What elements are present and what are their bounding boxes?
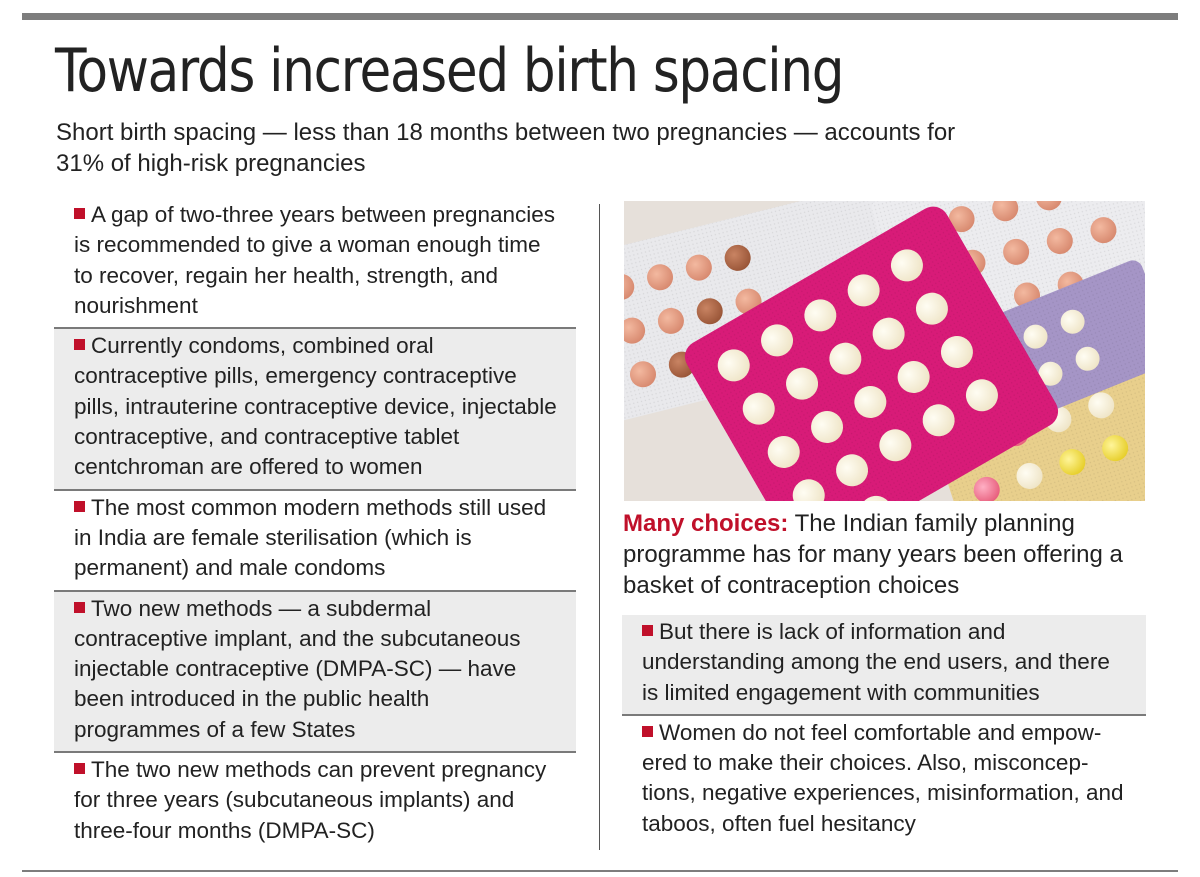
contraceptive-pills-photo <box>624 201 1145 501</box>
pill-packs-illustration <box>624 201 1145 501</box>
page-subtitle: Short birth spacing — less than 18 month… <box>56 119 956 177</box>
fact-block: Two new methods — a subdermal contracept… <box>54 591 576 754</box>
bullet-square-icon <box>74 601 85 613</box>
bullet-square-icon <box>74 500 85 512</box>
fact-block: The two new methods can prevent pregnanc… <box>54 753 576 852</box>
fact-text: The most common modern methods still use… <box>74 494 547 581</box>
fact-text: But there is lack of information and und… <box>642 619 1110 705</box>
page-title: Towards increased birth spacing <box>55 36 845 106</box>
column-divider <box>599 204 600 850</box>
fact-text: Currently condoms, combined oral contrac… <box>74 333 557 480</box>
fact-text: Women do not feel comfortable and empow-… <box>642 719 1124 836</box>
photo-caption: Many choices: The Indian family planning… <box>623 508 1148 601</box>
bullet-square-icon <box>74 763 85 775</box>
fact-text: A gap of two-three years between pregnan… <box>74 202 556 318</box>
bullet-square-icon <box>74 339 85 351</box>
top-rule <box>22 13 1178 20</box>
fact-block: Currently condoms, combined oral contrac… <box>54 329 576 491</box>
bottom-rule <box>22 870 1178 872</box>
fact-block: The most common modern methods still use… <box>54 491 576 592</box>
fact-text: Two new methods — a subdermal contracept… <box>74 595 521 742</box>
fact-block: Women do not feel comfortable and empow-… <box>622 716 1146 845</box>
bullet-square-icon <box>642 625 653 636</box>
caption-lead: Many choices: <box>623 510 789 537</box>
bullet-square-icon <box>74 208 85 219</box>
bullet-square-icon <box>642 725 653 737</box>
fact-text: The two new methods can prevent pregnanc… <box>74 757 547 843</box>
caption-text: The Indian family planning programme has… <box>623 510 1123 599</box>
fact-block: But there is lack of information and und… <box>622 615 1146 716</box>
fact-block: A gap of two-three years between pregnan… <box>54 198 576 330</box>
left-column: A gap of two-three years between pregnan… <box>54 198 576 852</box>
right-column: But there is lack of information and und… <box>622 615 1146 845</box>
